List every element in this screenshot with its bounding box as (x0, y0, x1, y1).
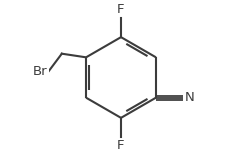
Text: F: F (117, 3, 125, 16)
Text: Br: Br (32, 65, 47, 78)
Text: N: N (184, 91, 194, 104)
Text: F: F (117, 139, 125, 152)
